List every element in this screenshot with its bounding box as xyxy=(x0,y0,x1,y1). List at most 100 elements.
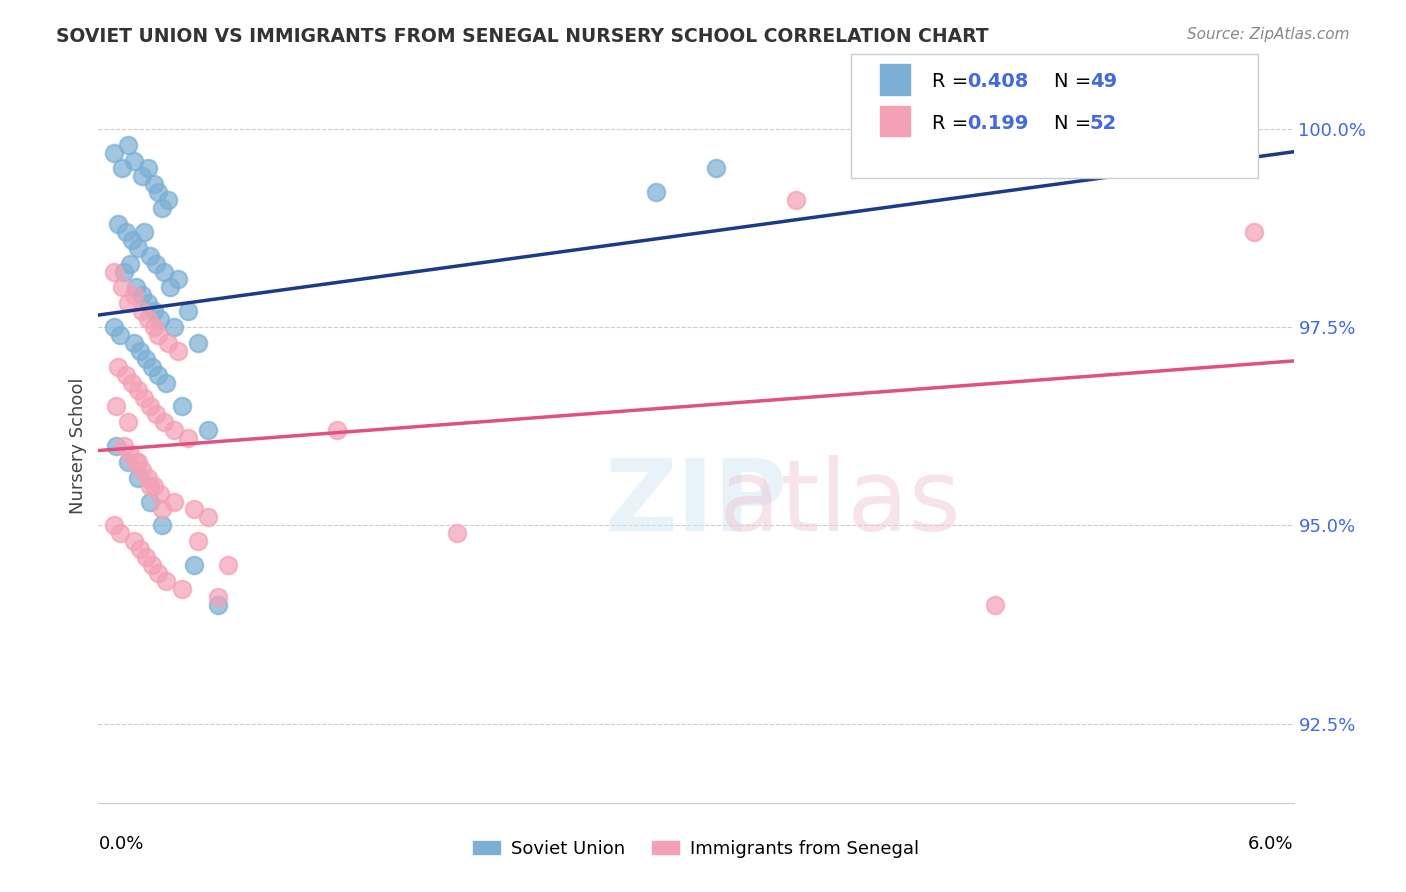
Point xyxy=(127,471,149,485)
Point xyxy=(121,233,143,247)
Point xyxy=(197,510,219,524)
Point xyxy=(134,225,156,239)
Point xyxy=(111,161,134,176)
Point xyxy=(143,478,166,492)
Text: 0.199: 0.199 xyxy=(967,114,1029,133)
Point xyxy=(163,423,186,437)
Legend: Soviet Union, Immigrants from Senegal: Soviet Union, Immigrants from Senegal xyxy=(465,833,927,865)
Point xyxy=(120,257,142,271)
Point xyxy=(326,423,349,437)
Text: ZIP: ZIP xyxy=(605,455,787,551)
Point xyxy=(645,186,668,200)
Y-axis label: Nursery School: Nursery School xyxy=(69,377,87,515)
Point xyxy=(183,558,205,572)
Point xyxy=(115,225,138,239)
Point xyxy=(117,455,139,469)
Point xyxy=(1243,225,1265,239)
Point xyxy=(172,400,194,414)
Text: R =: R = xyxy=(932,114,974,133)
Point xyxy=(131,169,153,184)
Point xyxy=(139,494,162,508)
Text: R =: R = xyxy=(932,72,974,91)
Point xyxy=(148,328,170,343)
Point xyxy=(120,447,142,461)
Point xyxy=(131,288,153,302)
Text: N =: N = xyxy=(1054,114,1098,133)
Point xyxy=(150,201,173,215)
Point xyxy=(150,502,173,516)
Point xyxy=(141,359,163,374)
Point xyxy=(150,518,173,533)
Point xyxy=(172,582,194,596)
Point xyxy=(139,249,162,263)
Point xyxy=(143,304,166,318)
Point xyxy=(124,534,146,549)
Point xyxy=(167,272,190,286)
Point xyxy=(125,280,148,294)
Point xyxy=(105,439,128,453)
Point xyxy=(110,526,132,541)
Point xyxy=(163,320,186,334)
Point xyxy=(131,304,153,318)
Text: 49: 49 xyxy=(1090,72,1116,91)
Point xyxy=(155,574,177,588)
Point xyxy=(149,312,172,326)
Point xyxy=(136,312,159,326)
Point xyxy=(145,407,167,421)
Point xyxy=(129,343,152,358)
Point xyxy=(136,161,159,176)
Text: Source: ZipAtlas.com: Source: ZipAtlas.com xyxy=(1187,27,1350,42)
Point xyxy=(153,264,176,278)
Point xyxy=(207,590,229,604)
Text: 0.408: 0.408 xyxy=(967,72,1029,91)
Point xyxy=(183,502,205,516)
Point xyxy=(143,178,166,192)
Point xyxy=(446,526,468,541)
Point xyxy=(217,558,239,572)
Point xyxy=(105,400,128,414)
Point xyxy=(117,296,139,310)
Point xyxy=(149,486,172,500)
Point xyxy=(157,335,180,350)
Point xyxy=(148,186,170,200)
Point xyxy=(155,376,177,390)
Point xyxy=(139,478,162,492)
Point xyxy=(148,566,170,580)
Point xyxy=(103,320,125,334)
Point xyxy=(136,471,159,485)
Text: SOVIET UNION VS IMMIGRANTS FROM SENEGAL NURSERY SCHOOL CORRELATION CHART: SOVIET UNION VS IMMIGRANTS FROM SENEGAL … xyxy=(56,27,988,45)
Text: 0.0%: 0.0% xyxy=(98,835,143,853)
Point xyxy=(127,241,149,255)
Text: N =: N = xyxy=(1054,72,1098,91)
Point xyxy=(153,415,176,429)
Point xyxy=(177,431,200,445)
Point xyxy=(704,161,727,176)
Point xyxy=(141,558,163,572)
Point xyxy=(177,304,200,318)
Point xyxy=(124,335,146,350)
Point xyxy=(124,288,146,302)
Point xyxy=(117,415,139,429)
Point xyxy=(124,153,146,168)
Point xyxy=(127,455,149,469)
Point xyxy=(143,320,166,334)
Point xyxy=(107,217,129,231)
Text: atlas: atlas xyxy=(718,455,960,551)
Point xyxy=(103,518,125,533)
Point xyxy=(785,193,807,207)
Point xyxy=(207,598,229,612)
Point xyxy=(134,392,156,406)
Point xyxy=(121,376,143,390)
Point xyxy=(136,296,159,310)
Point xyxy=(129,542,152,557)
Point xyxy=(103,145,125,160)
Point xyxy=(125,455,148,469)
Point xyxy=(167,343,190,358)
Point xyxy=(139,400,162,414)
Point xyxy=(148,368,170,382)
Point xyxy=(187,534,209,549)
Point xyxy=(103,264,125,278)
Point xyxy=(135,549,157,564)
Point xyxy=(112,439,135,453)
Point xyxy=(197,423,219,437)
